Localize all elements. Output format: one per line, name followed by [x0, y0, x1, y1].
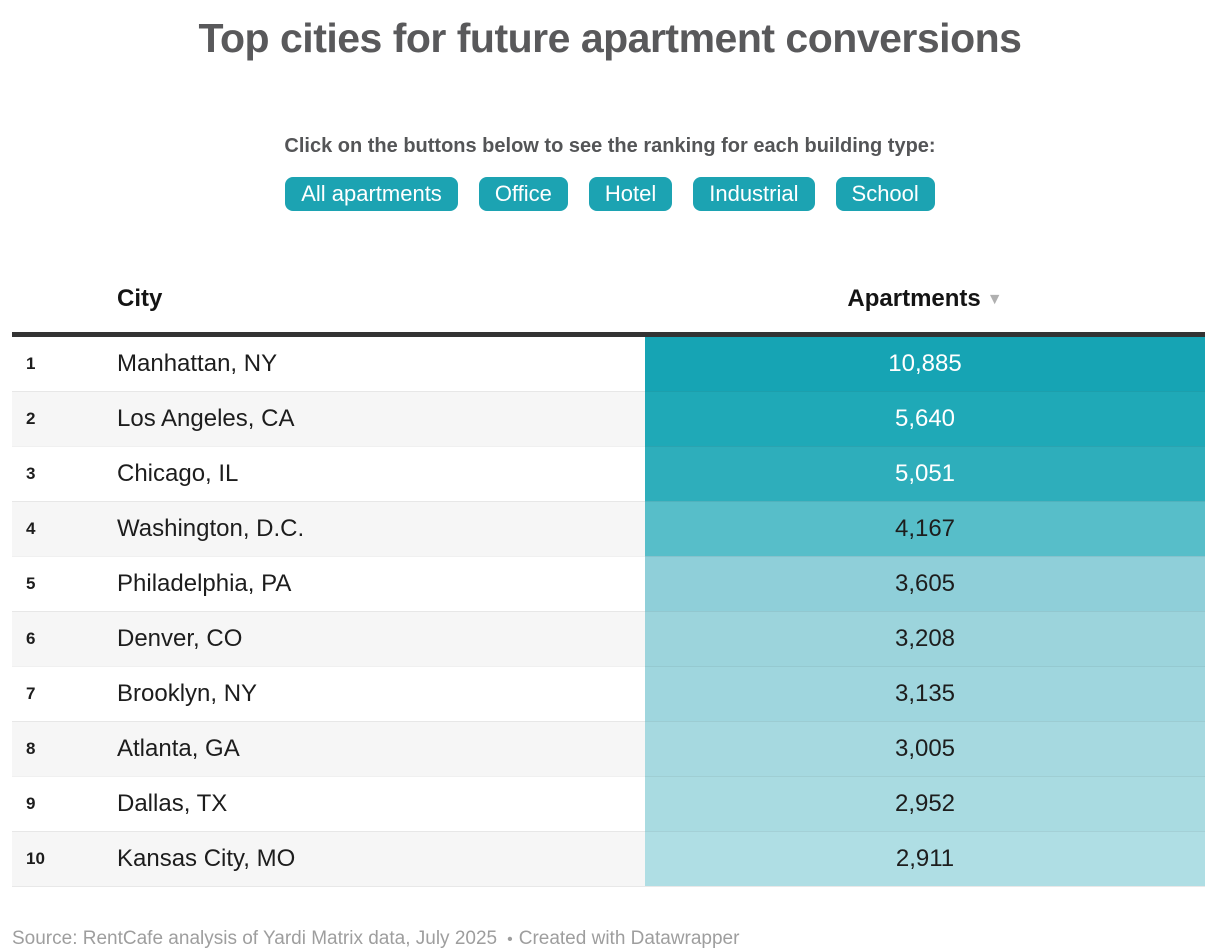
table-row: 1 Manhattan, NY 10,885 — [12, 334, 1205, 392]
value-cell: 10,885 — [645, 334, 1205, 392]
chart-subtitle: Click on the buttons below to see the ra… — [284, 134, 936, 157]
city-cell: Los Angeles, CA — [117, 390, 645, 447]
filter-button-school[interactable]: School — [835, 176, 935, 211]
city-column-label: City — [117, 284, 163, 312]
sort-descending-icon: ▼ — [986, 290, 1003, 308]
value-cell: 3,605 — [645, 555, 1205, 612]
apartments-column-label: Apartments — [847, 284, 981, 312]
datawrapper-credit-link[interactable]: Created with Datawrapper — [518, 927, 740, 949]
table-row: 10 Kansas City, MO 2,911 — [12, 830, 1205, 887]
filter-button-industrial[interactable]: Industrial — [693, 176, 815, 211]
rank-cell: 5 — [12, 555, 117, 612]
rank-cell: 9 — [12, 775, 117, 832]
value-cell: 5,051 — [645, 445, 1205, 502]
source-text: Source: RentCafe analysis of Yardi Matri… — [12, 927, 498, 949]
rank-cell: 8 — [12, 720, 117, 777]
chart-footer: Source: RentCafe analysis of Yardi Matri… — [12, 927, 1220, 952]
apartments-column-header[interactable]: Apartments ▼ — [645, 210, 1205, 337]
city-cell: Manhattan, NY — [117, 349, 278, 377]
city-cell: Atlanta, GA — [117, 720, 645, 777]
chart-title: Top cities for future apartment conversi… — [198, 15, 1022, 61]
table-row: 4 Washington, D.C. 4,167 — [12, 500, 1205, 557]
city-cell: Brooklyn, NY — [117, 665, 645, 722]
rank-cell: 1 — [26, 353, 36, 373]
city-cell: Dallas, TX — [117, 775, 645, 832]
rank-cell: 10 — [12, 830, 117, 887]
table-row: 6 Denver, CO 3,208 — [12, 610, 1205, 667]
city-column-header[interactable]: City — [117, 210, 645, 337]
table-header-row: City Apartments ▼ — [12, 210, 1205, 337]
value-cell: 5,640 — [645, 390, 1205, 447]
table-row: 3 Chicago, IL 5,051 — [12, 445, 1205, 502]
value-cell: 3,208 — [645, 610, 1205, 667]
filter-button-office[interactable]: Office — [478, 176, 568, 211]
table-row: 7 Brooklyn, NY 3,135 — [12, 665, 1205, 722]
building-type-filter-group: All apartments Office Hotel Industrial S… — [0, 176, 1220, 211]
value-cell: 4,167 — [645, 500, 1205, 557]
city-cell: Philadelphia, PA — [117, 555, 645, 612]
table-row: 8 Atlanta, GA 3,005 — [12, 720, 1205, 777]
city-cell: Kansas City, MO — [117, 830, 645, 887]
city-cell: Denver, CO — [117, 610, 645, 667]
rank-cell: 4 — [12, 500, 117, 557]
rank-column-header — [12, 210, 117, 337]
filter-button-hotel[interactable]: Hotel — [588, 176, 673, 211]
separator-dot: • — [507, 930, 513, 948]
table-row: 9 Dallas, TX 2,952 — [12, 775, 1205, 832]
value-cell: 3,135 — [645, 665, 1205, 722]
value-cell: 2,952 — [645, 775, 1205, 832]
value-cell: 3,005 — [645, 720, 1205, 777]
rank-cell: 2 — [12, 390, 117, 447]
city-cell: Chicago, IL — [117, 445, 645, 502]
table-row: 2 Los Angeles, CA 5,640 — [12, 390, 1205, 447]
value-cell: 2,911 — [645, 830, 1205, 887]
rank-cell: 6 — [12, 610, 117, 667]
ranking-table: City Apartments ▼ 1 Manhattan, NY 10,885 … — [12, 210, 1205, 887]
rank-cell: 7 — [12, 665, 117, 722]
filter-button-all-apartments[interactable]: All apartments — [285, 176, 458, 211]
table-row: 5 Philadelphia, PA 3,605 — [12, 555, 1205, 612]
rank-cell: 3 — [12, 445, 117, 502]
city-cell: Washington, D.C. — [117, 500, 645, 557]
